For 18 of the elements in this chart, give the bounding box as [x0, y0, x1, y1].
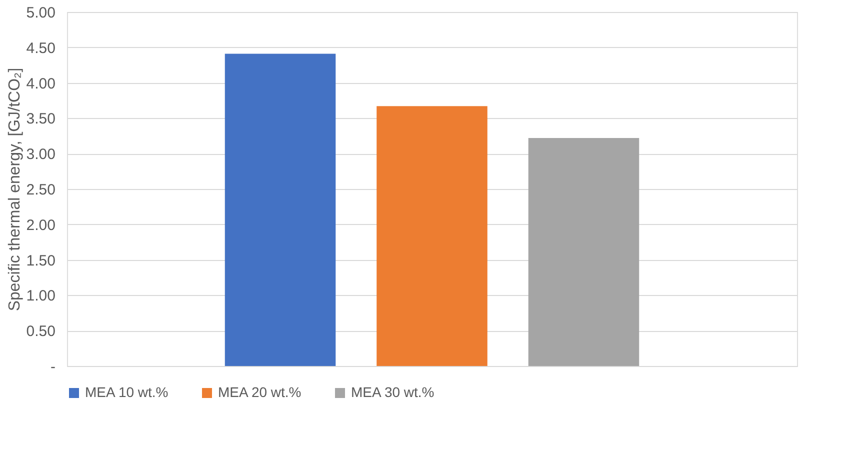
y-tick-label: - [50, 358, 56, 376]
y-tick-label: 3.50 [26, 110, 56, 128]
bar [224, 54, 336, 366]
bar [528, 138, 640, 366]
bar [376, 106, 488, 366]
y-axis-title: Specific thermal energy, [GJ/tCO₂] [6, 68, 24, 312]
y-tick-label: 4.50 [26, 40, 56, 57]
legend-label: MEA 10 wt.% [85, 384, 168, 400]
y-tick-label: 3.00 [26, 146, 56, 164]
y-tick-label: 5.00 [26, 4, 56, 22]
y-tick-label: 0.50 [26, 323, 56, 340]
legend-label: MEA 30 wt.% [351, 384, 434, 400]
legend-label: MEA 20 wt.% [218, 384, 302, 400]
y-tick-label: 4.00 [26, 75, 56, 92]
y-tick-label: 2.50 [26, 182, 56, 198]
y-tick-label: 1.00 [26, 288, 56, 305]
y-tick-label: 2.00 [26, 216, 56, 234]
y-tick-label: 1.50 [26, 252, 56, 270]
